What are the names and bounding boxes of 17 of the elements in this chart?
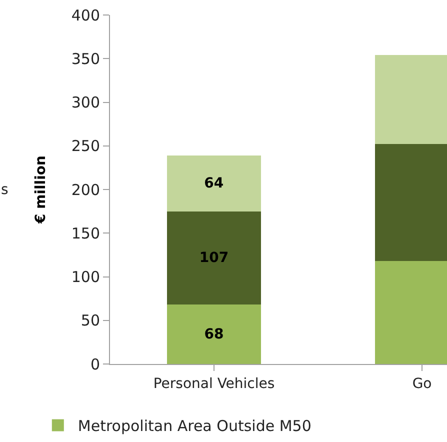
y-tick-label: 200 (71, 180, 100, 199)
y-tick-label: 0 (90, 355, 100, 374)
legend-label: Metropolitan Area Outside M50 (78, 417, 312, 436)
y-tick-label: 250 (71, 137, 100, 156)
y-tick-label: 400 (71, 6, 100, 24)
x-tick-label: Personal Vehicles (153, 376, 275, 392)
x-tick-label: Go (412, 376, 432, 392)
data-label: 107 (199, 250, 229, 266)
y-tick-label: 350 (71, 50, 100, 68)
y-axis-title: € million (32, 156, 49, 224)
y-tick-label: 150 (71, 224, 100, 242)
y-tick-label: 50 (80, 312, 100, 330)
y-tick-label: 100 (71, 268, 100, 286)
data-label: 64 (204, 175, 224, 192)
y-tick-label: 300 (71, 94, 100, 112)
text: s (1, 182, 8, 198)
data-label: 68 (204, 326, 224, 342)
